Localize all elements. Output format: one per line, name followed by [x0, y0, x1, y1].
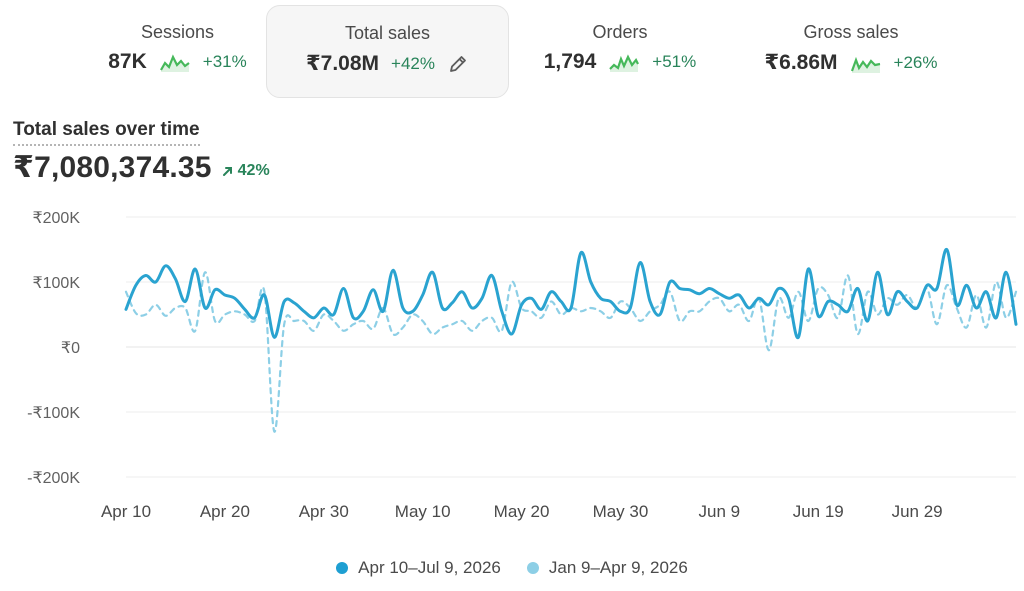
total-sales-value: ₹7,080,374.35 [13, 151, 212, 184]
total-sales-delta-text: 42% [237, 162, 270, 179]
metric-value: 1,794 [543, 50, 597, 73]
x-tick-label: Jun 9 [699, 502, 741, 521]
legend-swatch-comparison [526, 562, 539, 574]
x-tick-label: May 10 [395, 502, 451, 521]
chart-series [124, 247, 1018, 433]
metric-card-total-sales[interactable]: Total sales ₹7.08M +42% [266, 5, 509, 98]
metric-title: Gross sales [803, 22, 899, 42]
metric-delta: +31% [202, 52, 247, 71]
metric-value: 87K [108, 50, 147, 73]
metric-card-orders[interactable]: Orders 1,794 +51% [520, 5, 720, 98]
y-tick-label: -₹200K [27, 470, 80, 487]
arrow-up-right-icon [222, 167, 232, 176]
metric-value: ₹6.86M [764, 51, 838, 74]
metric-delta: +51% [652, 52, 697, 71]
sparkline-icon [159, 54, 190, 72]
sparkline-icon [609, 54, 640, 72]
total-summary: ₹7,080,374.35 42% [13, 150, 270, 185]
x-tick-label: May 30 [593, 502, 649, 521]
y-tick-label: ₹0 [61, 340, 80, 357]
total-sales-delta: 42% [222, 162, 270, 180]
x-tick-label: Jun 29 [892, 502, 943, 521]
chart-title[interactable]: Total sales over time [13, 119, 200, 146]
line-chart[interactable]: ₹200K₹100K₹0-₹100K-₹200K Apr 10 Apr 20 Apr… [0, 195, 1024, 530]
chart-legend: Apr 10–Jul 9, 2026 Jan 9–Apr 9, 2026 [0, 558, 1024, 578]
legend-label-current: Apr 10–Jul 9, 2026 [358, 558, 501, 577]
legend-label-comparison: Jan 9–Apr 9, 2026 [548, 558, 688, 577]
metric-title: Total sales [344, 23, 431, 43]
metric-title: Sessions [140, 22, 215, 42]
x-tick-label: Jun 19 [793, 502, 844, 521]
y-tick-label: -₹100K [27, 405, 80, 422]
legend-swatch-current [336, 562, 349, 574]
x-tick-label: Apr 10 [101, 502, 151, 521]
x-axis: Apr 10 Apr 20 Apr 30 May 10 May 20 May 30 Jun … [101, 502, 943, 521]
legend-item-comparison[interactable]: Jan 9–Apr 9, 2026 [526, 558, 688, 578]
x-tick-label: Apr 30 [299, 502, 349, 521]
metric-card-gross-sales[interactable]: Gross sales ₹6.86M +26% [745, 5, 957, 98]
y-tick-label: ₹200K [32, 210, 80, 227]
metric-delta: +42% [391, 53, 435, 73]
y-axis: ₹200K ₹100K ₹0 -₹100K -₹200K [27, 210, 80, 487]
y-tick-label: ₹100K [32, 275, 80, 292]
x-tick-label: Apr 20 [200, 502, 250, 521]
metric-card-sessions[interactable]: Sessions 87K +31% [95, 5, 260, 98]
pencil-icon[interactable] [447, 53, 469, 75]
metric-title: Orders [592, 22, 648, 42]
metric-cards: Sessions 87K +31% Total sales ₹7.08M +42… [0, 0, 1024, 100]
metric-value: ₹7.08M [306, 52, 380, 75]
series-line-current[interactable] [124, 247, 1018, 339]
legend-item-current[interactable]: Apr 10–Jul 9, 2026 [336, 558, 501, 578]
metric-delta: +26% [893, 52, 938, 72]
x-tick-label: May 20 [494, 502, 550, 521]
sparkline-icon [850, 56, 880, 73]
chart-grid [126, 216, 1016, 478]
